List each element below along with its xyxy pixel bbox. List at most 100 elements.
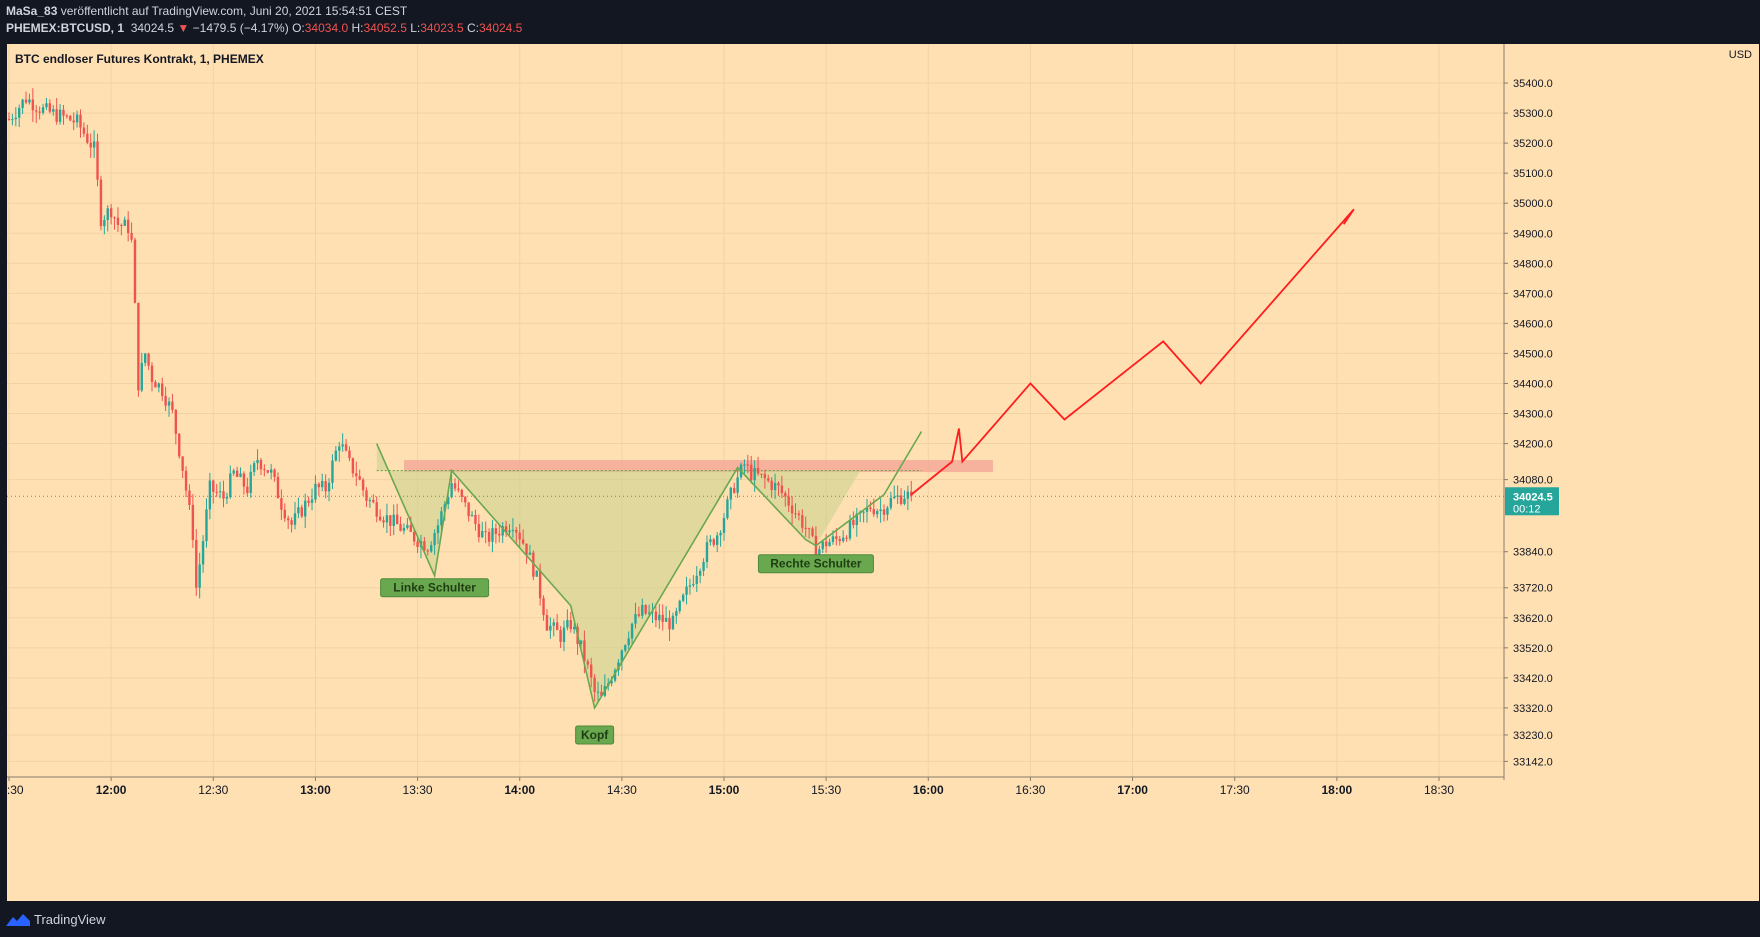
candle-body — [790, 505, 794, 514]
candle-body — [579, 640, 583, 644]
candle — [86, 124, 89, 145]
candle — [906, 485, 910, 511]
candle — [201, 535, 205, 573]
candle-body — [811, 528, 814, 536]
candle-body — [593, 677, 596, 692]
candle-body — [528, 552, 532, 555]
candle — [801, 509, 804, 533]
candle — [457, 480, 460, 493]
candle — [474, 509, 477, 531]
publication-header: MaSa_83 veröffentlicht auf TradingView.c… — [0, 0, 1760, 44]
candle — [436, 519, 440, 544]
candle — [65, 113, 69, 119]
candle-body — [215, 491, 218, 493]
candle — [188, 484, 191, 510]
candle-body — [389, 515, 392, 526]
price-tick-label: 34400.0 — [1513, 378, 1553, 390]
candle — [467, 502, 470, 522]
price-tick-label: 33840.0 — [1513, 547, 1553, 559]
candle-body — [310, 499, 314, 503]
candle — [150, 362, 154, 392]
tradingview-brand[interactable]: TradingView — [34, 912, 106, 927]
price-tick-label: 33720.0 — [1513, 583, 1553, 595]
price-tick-label: 33520.0 — [1513, 643, 1553, 655]
time-tick-label: 12:30 — [198, 783, 228, 797]
price-tick-label: 33320.0 — [1513, 703, 1553, 715]
candle-body — [450, 483, 453, 498]
candle-body — [423, 541, 426, 551]
candle-body — [433, 533, 436, 546]
candle — [555, 613, 559, 631]
candle-body — [321, 480, 324, 488]
candle — [501, 522, 504, 544]
down-arrow-icon: ▼ — [177, 21, 190, 35]
candle — [252, 460, 256, 476]
low-value: 34023.5 — [420, 21, 464, 35]
price-tick-label: 34300.0 — [1513, 409, 1553, 421]
candle-body — [263, 469, 266, 471]
candle — [756, 456, 760, 476]
candle-body — [447, 497, 450, 505]
chart-frame[interactable]: Linke Schulter Kopf Rechte Schulter 35400.0… — [7, 44, 1759, 901]
chart-canvas[interactable]: Linke Schulter Kopf Rechte Schulter 35400.0… — [7, 44, 1759, 901]
candle — [899, 488, 903, 506]
price-tick-label: 34700.0 — [1513, 288, 1553, 300]
candle-body — [65, 115, 69, 117]
tradingview-logo-icon[interactable] — [6, 912, 30, 926]
candle-body — [491, 528, 494, 542]
candle-body — [807, 528, 811, 530]
candle — [41, 103, 45, 115]
candle-body — [31, 99, 35, 111]
candle-body — [167, 401, 171, 406]
author-name[interactable]: MaSa_83 — [6, 4, 58, 18]
candle-body — [624, 645, 627, 651]
candle — [494, 523, 498, 544]
countdown-badge-text: 00:12 — [1513, 503, 1541, 515]
candle-body — [198, 564, 201, 588]
candle — [222, 480, 225, 508]
candle — [641, 598, 644, 619]
candle-body — [327, 482, 331, 492]
candle-body — [784, 493, 787, 497]
candle-body — [899, 495, 903, 504]
candle — [31, 88, 35, 122]
candle — [545, 609, 549, 631]
candle — [212, 479, 215, 504]
candle — [89, 133, 92, 158]
currency-label: USD — [1729, 49, 1752, 61]
candle — [310, 488, 314, 511]
candle-body — [583, 640, 586, 662]
candle-body — [184, 470, 188, 491]
candle — [392, 504, 395, 535]
candle — [167, 397, 171, 417]
left-shoulder-label-text: Linke Schulter — [393, 581, 476, 595]
candle — [113, 216, 116, 230]
candle — [664, 606, 668, 622]
time-tick-label: 13:00 — [300, 783, 331, 797]
last-price: 34024.5 — [130, 21, 175, 35]
candle — [460, 488, 464, 503]
candle-body — [11, 119, 14, 121]
footer-bar: TradingView — [0, 901, 1760, 937]
candle-body — [212, 480, 215, 492]
candle — [246, 477, 249, 497]
time-tick-label: 13:30 — [403, 783, 433, 797]
candle — [103, 215, 106, 235]
candle-body — [678, 600, 681, 612]
candle-body — [365, 490, 368, 501]
symbol-name[interactable]: PHEMEX:BTCUSD, 1 — [6, 21, 125, 35]
time-tick-label: 15:00 — [709, 783, 740, 797]
candle — [406, 517, 409, 530]
candle-body — [535, 570, 538, 577]
candle-body — [876, 511, 879, 515]
candle — [658, 603, 661, 629]
candle-body — [695, 575, 698, 584]
candle — [845, 535, 848, 542]
candle — [770, 477, 773, 498]
candle-body — [147, 353, 150, 366]
candle — [569, 611, 572, 633]
candle — [508, 524, 511, 536]
candle-body — [702, 561, 705, 571]
candle-body — [777, 482, 780, 486]
high-value: 34052.5 — [363, 21, 407, 35]
